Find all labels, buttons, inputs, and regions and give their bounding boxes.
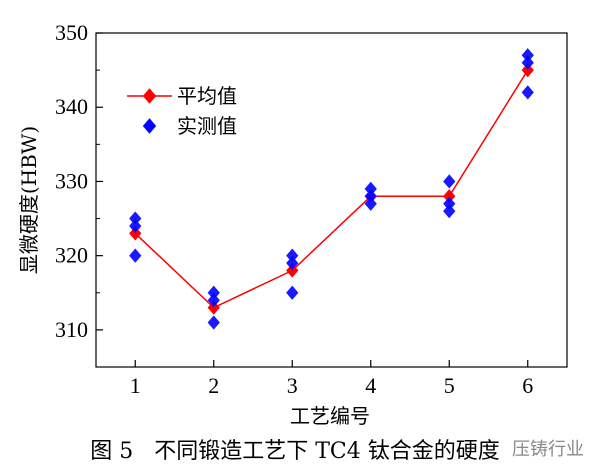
legend-measured-label: 实测值 (177, 114, 237, 138)
y-tick-label: 320 (55, 243, 88, 268)
watermark-text: 压铸行业 (512, 439, 584, 460)
measured-point (443, 174, 456, 189)
legend-measured-marker (142, 118, 157, 134)
x-tick-label: 5 (444, 373, 455, 398)
measured-point (207, 285, 220, 300)
figure-caption: 图 5 不同锻造工艺下 TC4 钛合金的硬度 (90, 439, 499, 464)
x-axis-label: 工艺编号 (290, 404, 370, 428)
measured-point (364, 196, 377, 211)
plot-frame (95, 32, 568, 368)
y-axis-label: 显微硬度(HBW) (17, 126, 41, 274)
y-tick-label: 330 (55, 168, 88, 193)
measured-point (286, 248, 299, 263)
x-tick-label: 4 (365, 373, 376, 398)
measured-point (129, 211, 142, 226)
measured-point (364, 189, 377, 204)
measured-point (129, 248, 142, 263)
x-tick-label: 6 (522, 373, 533, 398)
average-point (207, 300, 220, 315)
measured-point (207, 293, 220, 308)
measured-point (521, 85, 534, 100)
legend: 平均值 实测值 (127, 84, 237, 138)
measured-point (521, 55, 534, 70)
y-tick-label: 340 (55, 94, 88, 119)
x-tick-label: 3 (287, 373, 298, 398)
measured-point (443, 196, 456, 211)
x-axis: 1 2 3 4 5 6 (130, 360, 533, 398)
average-point (129, 226, 142, 241)
measured-point (207, 315, 220, 330)
average-line (134, 69, 529, 309)
y-tick-label: 350 (55, 20, 88, 45)
measured-point (443, 204, 456, 219)
average-point (286, 263, 299, 278)
measured-series (129, 48, 534, 330)
measured-point (129, 218, 142, 234)
y-axis: 310 320 330 340 350 (55, 20, 103, 368)
measured-point (521, 48, 534, 63)
y-tick-label: 310 (55, 317, 88, 342)
measured-point (286, 255, 299, 271)
measured-point (364, 181, 377, 196)
x-tick-label: 2 (208, 373, 219, 398)
plot-border (95, 32, 568, 368)
average-point (521, 62, 534, 78)
legend-average-label: 平均值 (177, 84, 237, 108)
legend-average-marker (142, 88, 157, 104)
x-tick-label: 1 (130, 373, 141, 398)
measured-point (286, 285, 299, 300)
